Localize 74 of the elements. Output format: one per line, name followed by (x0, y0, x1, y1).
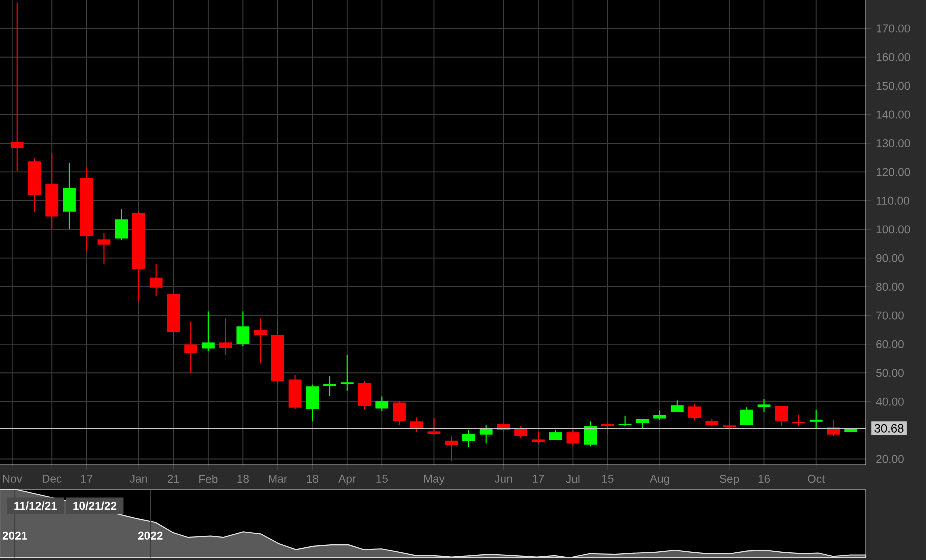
candlestick (358, 380, 372, 410)
y-tick-label: 90.00 (876, 254, 904, 262)
candlestick (150, 264, 163, 297)
candlestick (98, 232, 111, 265)
annotation: 10/21/22 (74, 502, 117, 510)
candlestick (340, 354, 354, 392)
x-tick-label: Jul (566, 475, 580, 484)
candlestick (792, 414, 806, 428)
y-tick-label: 120.00 (876, 168, 910, 176)
x-tick-label: 2021 (2, 532, 28, 540)
y-tick-label: 170.00 (876, 24, 910, 33)
ref-line-label: 30.68 (874, 424, 904, 433)
x-tick-label: Nov (3, 475, 22, 483)
candlestick (462, 430, 476, 448)
candlestick (306, 384, 320, 422)
candlestick (514, 426, 528, 440)
candlestick (10, 2, 24, 172)
x-tick-label: Oct (808, 475, 826, 484)
x-tick-label: Jun (494, 475, 512, 483)
y-tick-label: 150.00 (876, 82, 910, 90)
candlestick (376, 396, 389, 412)
x-tick-label: 16 (758, 475, 770, 484)
y-tick-label: 20.00 (876, 455, 904, 464)
candlestick (532, 432, 545, 444)
y-tick-label: 130.00 (876, 140, 910, 148)
y-tick-label: 60.00 (876, 340, 904, 348)
x-tick-label: Dec (42, 475, 62, 483)
candlestick (480, 424, 493, 444)
y-tick-label: 100.00 (876, 226, 910, 234)
y-tick-label: 110.00 (876, 196, 910, 205)
x-tick-label: 15 (602, 475, 614, 483)
candlestick (636, 418, 650, 430)
y-tick-label: 80.00 (876, 283, 904, 292)
x-tick-label: 18 (238, 475, 249, 484)
candlestick (618, 415, 632, 428)
candlestick (445, 436, 458, 462)
candlestick (202, 311, 215, 352)
candlestick (775, 406, 788, 426)
annotation: 11/12/21 (14, 502, 58, 510)
candlestick (254, 318, 267, 364)
candlestick (654, 410, 666, 421)
candlestick (219, 318, 232, 356)
candlestick (63, 162, 76, 230)
x-tick-label: May (424, 475, 445, 486)
y-tick-label: 40.00 (876, 398, 904, 406)
x-tick-label: 21 (168, 475, 180, 483)
x-tick-label: Apr (338, 475, 356, 486)
x-tick-label: 17 (533, 475, 544, 483)
x-tick-label: Feb (200, 475, 218, 484)
candlestick (393, 400, 406, 426)
candlestick (688, 404, 702, 422)
candlestick (670, 400, 684, 413)
candlestick (236, 311, 250, 347)
candlestick (115, 208, 128, 241)
candlestick (740, 407, 754, 426)
y-tick-label: 50.00 (876, 369, 904, 378)
x-tick-label: Sep (720, 475, 740, 486)
candlestick (601, 423, 614, 436)
y-tick-label: 140.00 (876, 110, 910, 119)
x-tick-label: 18 (307, 475, 318, 484)
candlestick (810, 409, 823, 430)
candlestick (184, 321, 198, 374)
candlestick (428, 418, 441, 436)
x-tick-label: 15 (376, 475, 388, 483)
x-tick-label: 17 (81, 475, 93, 483)
x-tick-label: 2022 (138, 532, 163, 540)
x-tick-label: Mar (269, 475, 288, 483)
candlestick (566, 430, 580, 447)
y-tick-label: 160.00 (876, 53, 910, 62)
candlestick (584, 421, 598, 448)
y-tick-label: 70.00 (876, 312, 904, 320)
candlestick (758, 399, 771, 412)
x-tick-label: Jan (130, 475, 148, 483)
x-tick-label: Aug (650, 475, 670, 486)
